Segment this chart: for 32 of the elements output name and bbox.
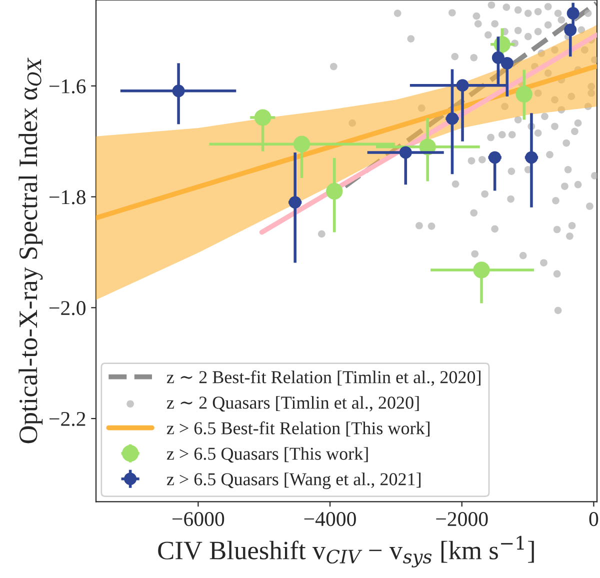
- y-axis-title: Optical-to-X-ray Spectral Index α$_{OX}$: [18, 58, 43, 444]
- point: [172, 84, 185, 98]
- point: [399, 146, 412, 159]
- x-tick-label: −6000: [172, 512, 224, 526]
- y-tick-label: −2.0: [50, 301, 86, 316]
- y-tick-label: −1.6: [50, 79, 86, 94]
- legend-label: z > 6.5 Best-fit Relation [This work]: [166, 421, 430, 437]
- point: [566, 7, 580, 20]
- point: [293, 136, 310, 152]
- line-series: [96, 64, 597, 220]
- point: [492, 51, 504, 64]
- x-tick-label: −4000: [304, 512, 356, 526]
- point: [488, 151, 502, 164]
- x-tick-label: 0: [589, 512, 598, 526]
- y-tick-label: −2.2: [50, 412, 86, 426]
- point: [326, 182, 343, 200]
- x-axis-title: CIV Blueshift v$_{CIV}$ − v$_{sys}$ [km s$^{−1}$]: [158, 536, 534, 568]
- point: [288, 196, 302, 209]
- x-tick-label: −2000: [436, 512, 488, 526]
- legend-label: z ∼ 2 Best-fit Relation [Timlin et al., 2020]: [166, 370, 480, 386]
- point: [564, 24, 577, 36]
- point: [456, 79, 469, 92]
- point: [516, 86, 532, 103]
- point: [473, 262, 490, 278]
- y-tick-label: −1.8: [50, 190, 86, 204]
- point: [525, 151, 538, 164]
- point: [446, 112, 458, 125]
- point: [500, 56, 514, 70]
- legend-label: z > 6.5 Quasars [This work]: [166, 447, 368, 463]
- legend-label: z > 6.5 Quasars [Wang et al., 2021]: [166, 472, 420, 490]
- point: [254, 109, 272, 126]
- legend-label: z ∼ 2 Quasars [Timlin et al., 2020]: [166, 396, 419, 412]
